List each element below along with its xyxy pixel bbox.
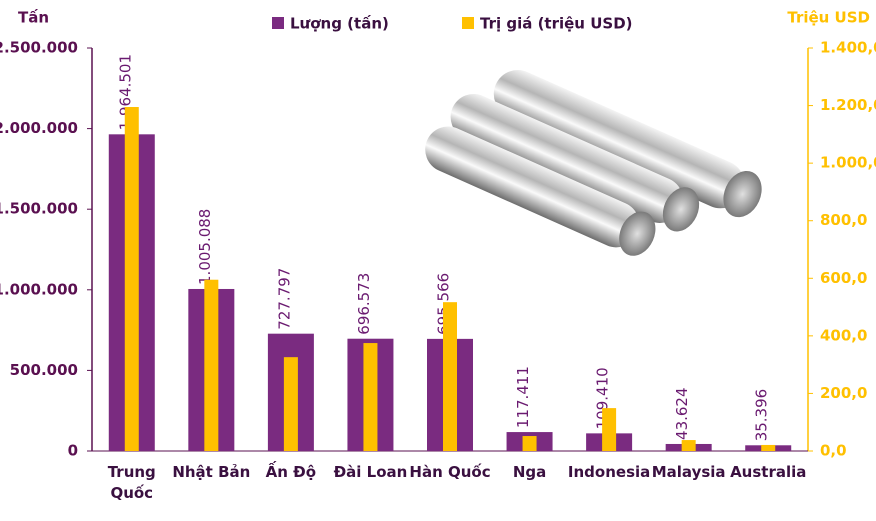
bar: [681, 440, 696, 451]
value-label: 696.573: [355, 273, 373, 335]
x-tick-label: Đài Loan: [333, 463, 408, 481]
bar: [443, 302, 457, 451]
y-tick-label: 1.500.000: [0, 200, 78, 218]
y-tick-label: 500.000: [10, 361, 78, 379]
value-label: 35.396: [753, 389, 771, 442]
y-tick-label: 0: [68, 442, 78, 460]
y2-tick-label: 200,0: [820, 384, 867, 402]
value-label: 117.411: [514, 366, 532, 428]
bar: [522, 436, 537, 451]
y2-tick-label: 1.400,0: [820, 39, 876, 57]
bar: [124, 107, 139, 451]
x-tick-label: Nga: [512, 463, 547, 481]
y2-tick-label: 1.000,0: [820, 154, 876, 172]
x-tick-label: Nhật Bản: [172, 463, 251, 481]
bar: [363, 343, 378, 451]
value-label: 43.624: [673, 387, 691, 440]
x-tick-label: Indonesia: [567, 463, 651, 481]
y-tick-label: 2.000.000: [0, 119, 78, 137]
y2-axis-title: Triệu USD: [787, 9, 870, 27]
legend-swatch: [272, 17, 284, 29]
value-label: 1.005.088: [196, 209, 214, 285]
y-axis-title: Tấn: [18, 9, 49, 27]
x-tick-label: Trung Quốc: [107, 463, 156, 502]
bar: [761, 444, 776, 451]
y2-tick-label: 800,0: [820, 211, 867, 229]
bar: [204, 279, 219, 451]
x-tick-label: Hàn Quốc: [409, 463, 491, 481]
steel-rods-image: [425, 69, 762, 256]
y-tick-label: 1.000.000: [0, 280, 78, 298]
legend-label: Lượng (tấn): [290, 15, 389, 33]
x-tick-label: Australia: [730, 463, 807, 481]
y2-tick-label: 1.200,0: [820, 96, 876, 114]
x-tick-label: Malaysia: [651, 463, 726, 481]
y-tick-label: 2.500.000: [0, 39, 78, 57]
value-label: 727.797: [275, 268, 293, 330]
y2-tick-label: 400,0: [820, 326, 867, 344]
bar: [602, 408, 617, 451]
legend-label: Trị giá (triệu USD): [480, 15, 633, 33]
x-tick-label: Ấn Độ: [265, 463, 317, 481]
legend-swatch: [462, 17, 474, 29]
y2-tick-label: 0,0: [820, 442, 847, 460]
bar: [283, 357, 298, 451]
y2-tick-label: 600,0: [820, 269, 867, 287]
